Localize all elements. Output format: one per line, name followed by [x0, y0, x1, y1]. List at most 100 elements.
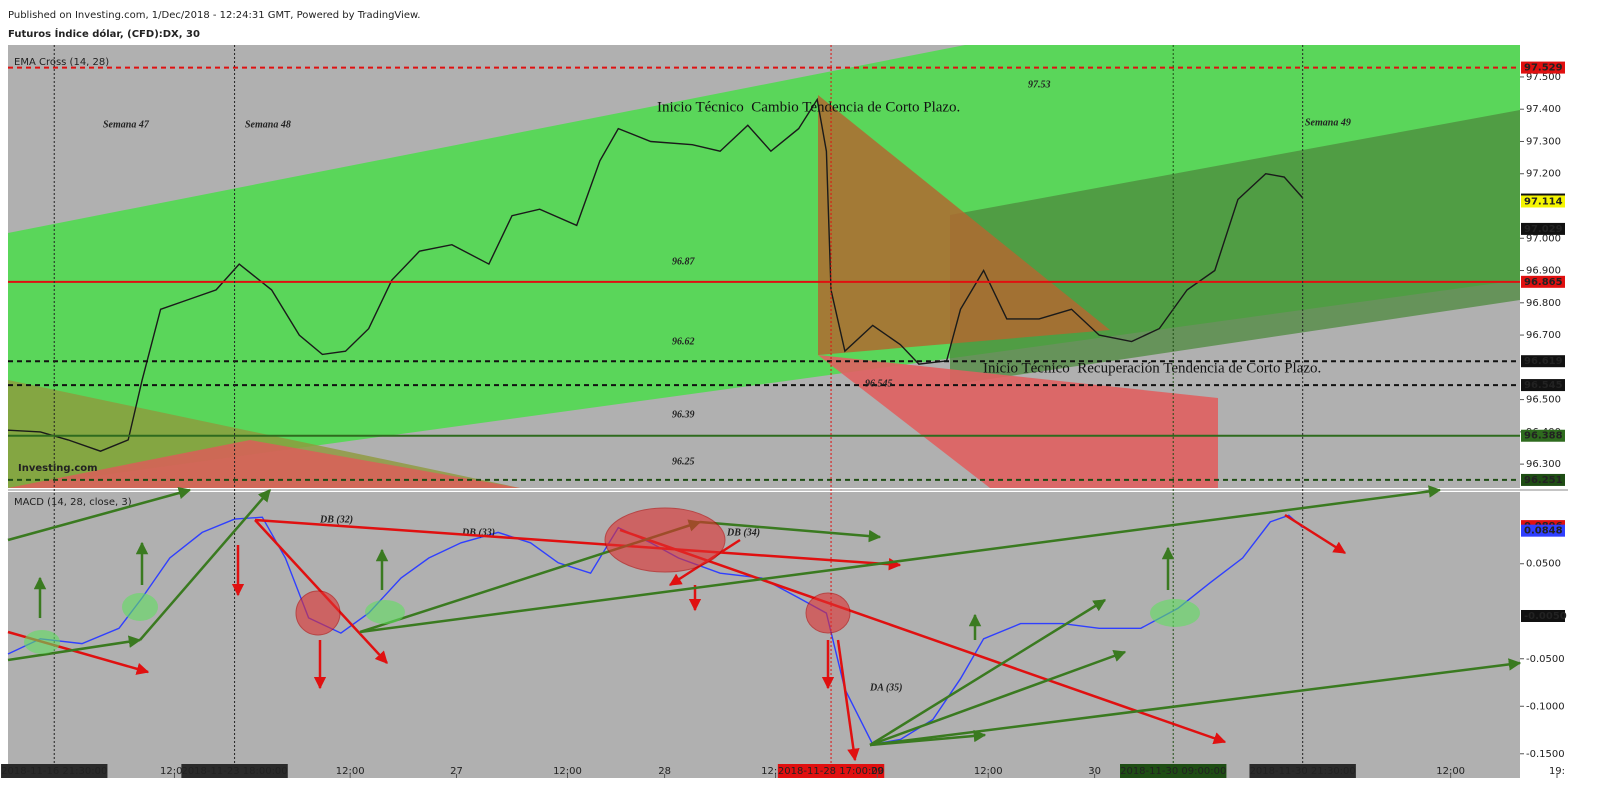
x-badge — [181, 764, 288, 778]
y-tick-label: -0.1500 — [1526, 749, 1565, 760]
macd-panel — [8, 492, 1520, 778]
red-zone — [818, 355, 1218, 488]
drawing-ellipse — [295, 590, 341, 636]
y-tick-label: 96.700 — [1526, 330, 1561, 341]
x-tick-label: 19: — [1549, 766, 1565, 777]
annotation: DB (33) — [461, 527, 495, 538]
annotation: DB (34) — [726, 527, 760, 538]
y-tick-label: 97.400 — [1526, 104, 1561, 115]
level-label: 96.619 — [1524, 356, 1563, 367]
x-tick-label: 2018-11-30 09:00:00 — [1120, 766, 1226, 777]
x-tick-label: 27 — [450, 766, 463, 777]
level-badge — [1521, 222, 1565, 235]
red-triangle — [8, 440, 520, 488]
drawing-line — [359, 485, 1442, 634]
level-badge — [1521, 473, 1565, 486]
x-tick-label: 12:00 — [160, 766, 189, 777]
drawing-line — [7, 486, 192, 542]
x-tick-label: 12:00 — [553, 766, 582, 777]
drawing-line — [619, 528, 1227, 745]
level-badge — [1521, 609, 1565, 622]
annotation: Semana 47 — [103, 119, 150, 130]
annotation: Semana 48 — [245, 119, 291, 130]
level-label: 96.545 — [1524, 380, 1563, 391]
level-badge — [1521, 379, 1565, 392]
level-label: 96.251 — [1524, 475, 1563, 486]
drawing-line — [869, 649, 1127, 747]
x-tick-label: 29 — [871, 766, 884, 777]
annotation: Semana 49 — [1305, 117, 1351, 128]
x-tick-label: 12:00 — [1436, 766, 1465, 777]
drawing-ellipse — [365, 600, 405, 624]
level-badge — [1521, 195, 1565, 208]
macd-title: MACD (14, 28, close, 3) — [14, 497, 132, 508]
level-label: 97.529 — [1524, 63, 1563, 74]
drawing-ellipse — [122, 593, 158, 621]
series-line — [7, 97, 1304, 452]
annotation: 96.62 — [672, 336, 695, 347]
level-label: 97.029 — [1524, 224, 1563, 235]
brown-triangle — [818, 95, 1110, 355]
y-tick-label: 96.300 — [1526, 459, 1561, 470]
x-tick-label: 12:00 — [336, 766, 365, 777]
header-line1: Published on Investing.com, 1/Dec/2018 -… — [8, 10, 420, 21]
annotation: Inicio Técnico Recuperación Tendencia de… — [983, 360, 1321, 376]
annotation: 96.87 — [672, 256, 696, 267]
x-badge — [1, 764, 108, 778]
annotation: DB (32) — [319, 514, 353, 525]
level-label: 97.114 — [1524, 196, 1563, 207]
y-tick-label: 97.500 — [1526, 72, 1561, 83]
level-badge — [1521, 61, 1565, 74]
level-label: 0.0848 — [1524, 526, 1563, 537]
drawing-ellipse — [604, 507, 726, 573]
y-tick-label: 97.200 — [1526, 169, 1561, 180]
level-badge — [1521, 355, 1565, 368]
x-badge — [1120, 764, 1227, 778]
x-tick-label: 12:00 — [974, 766, 1003, 777]
drawing-line — [869, 729, 987, 747]
x-tick-label: 12:00 — [761, 766, 790, 777]
x-tick-label: 28 — [658, 766, 671, 777]
y-tick-label: 97.300 — [1526, 136, 1561, 147]
x-badge — [1249, 764, 1356, 778]
level-badge — [1521, 275, 1565, 288]
drawing-line — [836, 639, 860, 762]
drawing-line — [869, 598, 1107, 747]
x-tick-label: 2018-11-16 21:30:00 — [1, 766, 107, 777]
drawing-line — [139, 489, 271, 641]
right-axis — [1520, 45, 1568, 778]
level-badge — [1521, 429, 1565, 442]
level-label: -0.0050 — [1524, 611, 1567, 622]
drawing-ellipse — [805, 592, 851, 634]
annotation: 97.53 — [1028, 79, 1051, 90]
drawing-line — [1284, 513, 1347, 555]
watermark: Investing.com — [18, 463, 98, 474]
level-label: 96.865 — [1524, 277, 1563, 288]
x-tick-label: 30 — [1088, 766, 1101, 777]
drawing-line — [699, 520, 882, 543]
x-tick-label: 2018-11-23 18:00:00 — [181, 766, 287, 777]
y-tick-label: -0.0500 — [1526, 654, 1565, 665]
annotation: DA (35) — [869, 682, 903, 693]
y-tick-label: 96.800 — [1526, 298, 1561, 309]
annotation: Inicio Técnico Cambio Tendencia de Corto… — [657, 99, 960, 115]
drawing-ellipse — [1150, 599, 1200, 627]
annotation: 96.25 — [672, 456, 695, 467]
y-tick-label: 0.0500 — [1526, 559, 1561, 570]
drawing-line — [7, 635, 142, 662]
green-channel — [8, 45, 1520, 488]
level-label: 96.388 — [1524, 431, 1563, 442]
header-line2: Futuros Índice dólar, (CFD):DX, 30 — [8, 27, 200, 40]
y-tick-label: 97.000 — [1526, 233, 1561, 244]
x-badge — [777, 764, 885, 778]
price-title: EMA Cross (14, 28) — [14, 57, 109, 68]
y-tick-label: -0.1000 — [1526, 701, 1565, 712]
drawing-line — [254, 518, 902, 571]
drawing-ellipse — [24, 630, 60, 654]
y-tick-label: 96.500 — [1526, 395, 1561, 406]
y-tick-label: 96.900 — [1526, 266, 1561, 277]
annotation: 96.39 — [672, 409, 695, 420]
annotation: 96.545 — [865, 378, 893, 389]
x-tick-label: 2018-11-28 17:00:00 — [778, 766, 884, 777]
